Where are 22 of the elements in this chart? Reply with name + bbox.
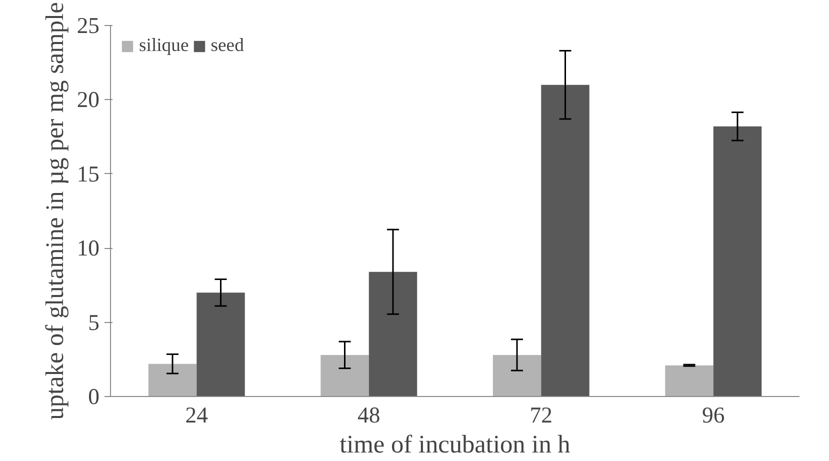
bar bbox=[320, 354, 369, 396]
y-tick-label: 5 bbox=[88, 310, 100, 335]
x-tick-label: 96 bbox=[702, 402, 725, 428]
y-axis-title: uptake of glutamine in µg per mg sample bbox=[40, 2, 69, 420]
bar bbox=[368, 272, 418, 396]
bar bbox=[148, 364, 197, 396]
y-tick-label: 25 bbox=[76, 13, 100, 38]
y-tick-label: 20 bbox=[76, 87, 100, 112]
x-tick-label: 72 bbox=[530, 402, 552, 428]
x-tick-label: 48 bbox=[358, 402, 380, 428]
bar bbox=[541, 84, 590, 396]
x-tick-label: 24 bbox=[185, 402, 208, 428]
y-tick-label: 10 bbox=[76, 236, 100, 261]
x-axis-title: time of incubation in h bbox=[340, 430, 571, 458]
bar bbox=[665, 365, 714, 396]
bar bbox=[492, 354, 542, 396]
legend-label: silique bbox=[139, 35, 189, 57]
bar bbox=[196, 292, 245, 396]
bar bbox=[713, 126, 762, 396]
y-tick-label: 0 bbox=[88, 384, 100, 409]
y-tick-label: 15 bbox=[76, 161, 100, 186]
legend-label: seed bbox=[210, 35, 244, 57]
